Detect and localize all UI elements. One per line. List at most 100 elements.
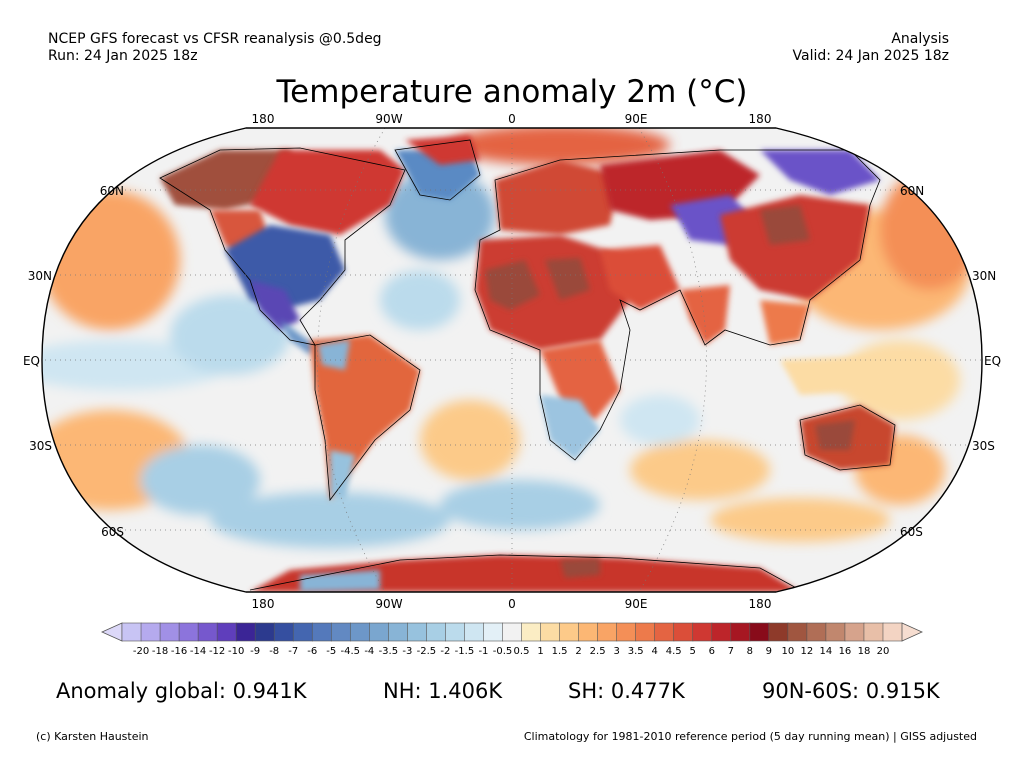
colorbar-swatch [730,622,751,642]
analysis-label: Analysis [891,31,949,47]
colorbar-tick-label: -0.5 [493,646,513,657]
colorbar-tick-label: 3 [613,646,619,657]
lat-label-left: 30S [29,439,52,453]
colorbar-tick-label: -9 [250,646,260,657]
model-description: NCEP GFS forecast vs CFSR reanalysis @0.… [48,31,382,47]
colorbar-underflow-arrow [101,622,123,642]
antarctica-west-cool [300,570,380,592]
greenland-east-warm [405,135,480,165]
lon-label-top: 180 [749,112,772,126]
north-atlantic-cool [385,170,495,260]
lon-label-top: 90E [625,112,648,126]
indian-ocean-cool [620,395,700,445]
colorbar-swatch [521,622,542,642]
colorbar-swatch [311,622,332,642]
colorbar-swatch [140,622,161,642]
colorbar-tick-label: 8 [747,646,753,657]
lat-label-left: 30N [28,269,52,283]
colorbar-tick-label: -8 [269,646,279,657]
colorbar-tick-label: -2 [440,646,450,657]
colorbar-swatch [654,622,675,642]
colorbar-swatches [101,622,923,642]
lon-label-bottom: 90E [625,597,648,611]
colorbar-swatch [159,622,180,642]
global-anomaly-stat: Anomaly global: 0.941K [56,679,307,703]
colorbar-swatch [273,622,294,642]
lon-label-top: 90W [375,112,402,126]
colorbar-tick-label: -2.5 [417,646,437,657]
sahara-hot-anomaly [485,260,540,310]
colorbar-swatch [235,622,256,642]
colorbar-swatch [673,622,694,642]
lon-label-bottom: 180 [252,597,275,611]
colorbar-swatch [292,622,313,642]
colorbar-tick-label: 1.5 [552,646,568,657]
colorbar-tick-label: -18 [152,646,168,657]
indian-ocean-warm [630,440,770,500]
colorbar-swatch [464,622,485,642]
colorbar-swatch [635,622,656,642]
colorbar-tick-label: 4 [651,646,657,657]
eurasia-africa-coastline [474,149,881,461]
sh-anomaly-stat: SH: 0.477K [568,679,685,703]
southern-ocean-cool [210,492,450,548]
colorbar-tick-label: 6 [709,646,715,657]
map-field [42,128,982,592]
ocean-anomaly-layer [42,128,980,548]
australia-coastline [799,404,896,471]
lon-label-bottom: 90W [375,597,402,611]
colorbar-swatch [806,622,827,642]
land-layer [160,135,895,592]
map-title: Temperature anomaly 2m (°C) [276,74,748,110]
colorbar-swatch [426,622,447,642]
colorbar-swatch [787,622,808,642]
lat-label-left: 60S [101,525,124,539]
colorbar-swatch [216,622,237,642]
colorbar-swatch [502,622,523,642]
colorbar-tick-label: 9 [766,646,772,657]
polar-anomaly-stat: 90N-60S: 0.915K [762,679,940,703]
colorbar-tick-label: 18 [858,646,871,657]
latitude-labels-left: 60N 30N EQ 30S 60S [23,184,124,539]
colorbar-tick-label: -3.5 [379,646,399,657]
colorbar-swatch [407,622,427,642]
colorbar-swatch [483,622,504,642]
north-america-coastline [159,147,406,346]
lon-label-top: 180 [252,112,275,126]
colorbar-tick-label: -4 [364,646,374,657]
nh-anomaly-stat: NH: 1.406K [383,679,503,703]
antarctica-hot-spot [560,558,600,578]
south-america-north-cool [318,340,350,370]
colorbar-tick-label: -3 [402,646,412,657]
colorbar-tick-labels: -20 -18 -16 -14 -12 -10 -9 -8 -7 -6 -5 -4.5 -4 -3.5 -3… [133,646,889,657]
lon-label-bottom: 0 [508,597,516,611]
colorbar-swatch [768,622,789,642]
east-asia-warm-anomaly [720,195,870,300]
mexico-gulf-cold-anomaly [250,280,300,330]
globe-outline [41,127,983,593]
maritime-continent-mild [780,355,890,395]
colorbar-swatch [616,622,637,642]
lat-label-right: EQ [984,354,1001,368]
colorbar-tick-label: -20 [133,646,149,657]
climatology-note: Climatology for 1981-2010 reference peri… [523,730,977,743]
colorbar-swatch [882,622,903,642]
colorbar-tick-label: 2.5 [590,646,606,657]
colorbar-tick-label: 16 [839,646,852,657]
colorbar-overflow-arrow [901,622,923,642]
lat-label-right: 30N [972,269,996,283]
colorbar-tick-label: 20 [877,646,890,657]
colorbar-tick-label: -4.5 [341,646,361,657]
colorbar-swatch [369,622,389,642]
colorbar-swatch [388,622,408,642]
colorbar-swatch [254,622,275,642]
colorbar-tick-label: -12 [209,646,225,657]
lat-label-left: 60N [100,184,124,198]
south-america-coastline [314,334,421,502]
colorbar-swatch [692,622,713,642]
longitude-labels-top: 180 90W 0 90E 180 [252,112,772,126]
south-pacific-cool [140,445,260,515]
